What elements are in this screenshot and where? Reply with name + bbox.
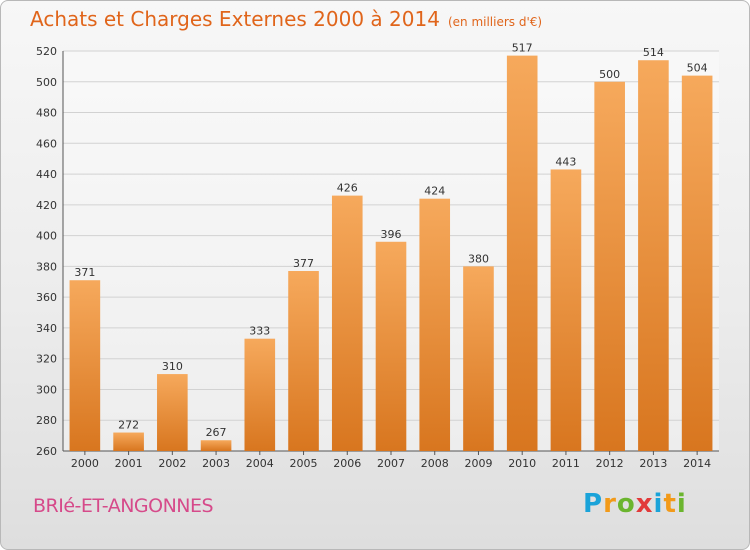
y-tick-label: 260: [36, 445, 57, 458]
x-tick-label: 2009: [464, 457, 492, 470]
y-tick-label: 300: [36, 383, 57, 396]
y-tick-label: 400: [36, 230, 57, 243]
y-tick-label: 520: [36, 45, 57, 58]
bar-value-label: 426: [337, 182, 358, 195]
y-tick-label: 340: [36, 322, 57, 335]
proxiti-logo: Proxiti: [583, 489, 687, 519]
y-tick-label: 500: [36, 76, 57, 89]
y-tick-label: 460: [36, 137, 57, 150]
y-tick-label: 440: [36, 168, 57, 181]
bar-value-label: 396: [381, 228, 402, 241]
x-tick-label: 2012: [596, 457, 624, 470]
x-tick-label: 2013: [639, 457, 667, 470]
x-tick-label: 2002: [158, 457, 186, 470]
logo-letter: o: [616, 489, 636, 519]
bar: [419, 198, 451, 451]
y-tick-label: 480: [36, 107, 57, 120]
bar: [69, 280, 101, 451]
bar-value-label: 377: [293, 257, 314, 270]
bar-value-label: 443: [555, 155, 576, 168]
bar: [200, 440, 232, 451]
x-tick-label: 2014: [683, 457, 711, 470]
bar: [506, 55, 538, 451]
logo-letter: x: [635, 489, 654, 519]
bar: [594, 81, 625, 452]
bar: [331, 195, 363, 451]
logo-letter: P: [583, 489, 604, 519]
bar-value-label: 310: [162, 360, 183, 373]
x-tick-label: 2007: [377, 457, 405, 470]
x-tick-label: 2000: [71, 457, 99, 470]
x-tick-label: 2004: [246, 457, 274, 470]
bar-value-label: 504: [687, 62, 708, 75]
bar: [463, 266, 494, 451]
y-tick-label: 420: [36, 199, 57, 212]
bar-value-label: 424: [424, 185, 445, 198]
y-tick-label: 380: [36, 260, 57, 273]
bar: [375, 241, 407, 451]
bar-value-label: 333: [249, 325, 270, 338]
bar-value-label: 272: [118, 419, 139, 432]
x-tick-label: 2010: [508, 457, 536, 470]
y-tick-label: 280: [36, 414, 57, 427]
bar: [681, 75, 713, 451]
bar-value-label: 380: [468, 252, 489, 265]
x-tick-label: 2005: [290, 457, 318, 470]
bar: [244, 338, 276, 451]
logo-letter: i: [676, 489, 687, 519]
bar-value-label: 267: [206, 426, 227, 439]
bar: [550, 169, 582, 451]
chart-title: Achats et Charges Externes 2000 à 2014 (e…: [30, 7, 542, 31]
x-tick-label: 2011: [552, 457, 580, 470]
x-tick-label: 2006: [333, 457, 361, 470]
bar: [113, 432, 144, 451]
commune-name: BRIé-ET-ANGONNES: [33, 495, 214, 517]
y-tick-label: 320: [36, 353, 57, 366]
bar-value-label: 517: [512, 42, 533, 55]
bar: [157, 374, 188, 451]
chart-title-text: Achats et Charges Externes 2000 à 2014: [30, 7, 440, 31]
bar-value-label: 514: [643, 46, 664, 59]
chart-unit: (en milliers d'€): [447, 15, 543, 29]
x-tick-label: 2003: [202, 457, 230, 470]
x-tick-label: 2008: [421, 457, 449, 470]
y-tick-label: 360: [36, 291, 57, 304]
bar: [288, 271, 319, 451]
logo-letter: i: [653, 489, 664, 519]
bar: [638, 60, 669, 451]
logo-letter: t: [663, 489, 677, 519]
bar-value-label: 371: [74, 266, 95, 279]
logo-letter: r: [603, 489, 617, 519]
x-tick-label: 2001: [115, 457, 143, 470]
bar-value-label: 500: [599, 68, 620, 81]
